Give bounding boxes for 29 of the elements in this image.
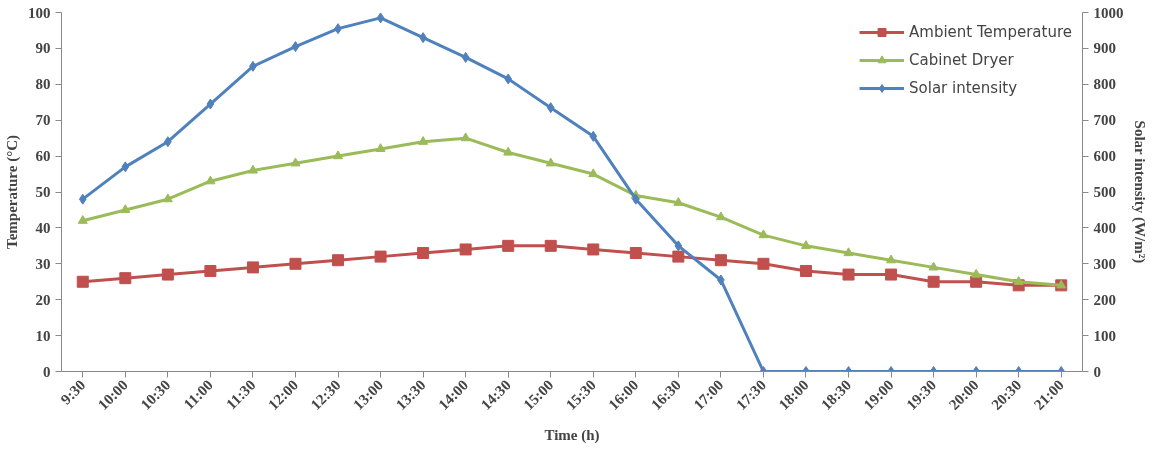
legend-label: Cabinet Dryer — [909, 51, 1014, 69]
y2-tick-label: 1000 — [1093, 4, 1124, 21]
y2-tick-label: 600 — [1093, 148, 1116, 165]
y2-tick-label: 700 — [1093, 112, 1116, 129]
y2-tick-label: 300 — [1093, 255, 1116, 272]
y2-tick-label: 800 — [1093, 76, 1116, 93]
y-tick-label: 90 — [35, 40, 51, 57]
y-tick-label: 100 — [28, 4, 51, 21]
x-axis-title: Time (h) — [544, 426, 600, 444]
y2-tick-label: 500 — [1093, 184, 1116, 200]
y2-tick-label: 900 — [1093, 40, 1116, 57]
legend-label: Solar intensity — [909, 79, 1018, 97]
y2-tick-label: 100 — [1093, 327, 1116, 344]
y2-tick-label: 200 — [1093, 291, 1116, 308]
y-tick-label: 10 — [35, 327, 51, 344]
y-tick-label: 60 — [35, 148, 51, 165]
y-tick-label: 0 — [43, 363, 51, 380]
y2-tick-label: 0 — [1093, 363, 1101, 380]
y2-axis-title: Solar intensity (W/m²) — [1130, 120, 1148, 264]
y-axis-title: Temperature (°C) — [4, 135, 21, 249]
y2-tick-label: 400 — [1093, 219, 1116, 236]
y-tick-label: 70 — [35, 112, 51, 129]
y-tick-label: 30 — [35, 255, 51, 272]
legend-label: Ambient Temperature — [909, 23, 1072, 41]
y-tick-label: 40 — [35, 219, 51, 236]
y-tick-label: 50 — [35, 184, 51, 200]
y-tick-label: 80 — [35, 76, 51, 93]
x-tick-label: 9:30 — [57, 376, 89, 408]
y-tick-label: 20 — [35, 291, 51, 308]
